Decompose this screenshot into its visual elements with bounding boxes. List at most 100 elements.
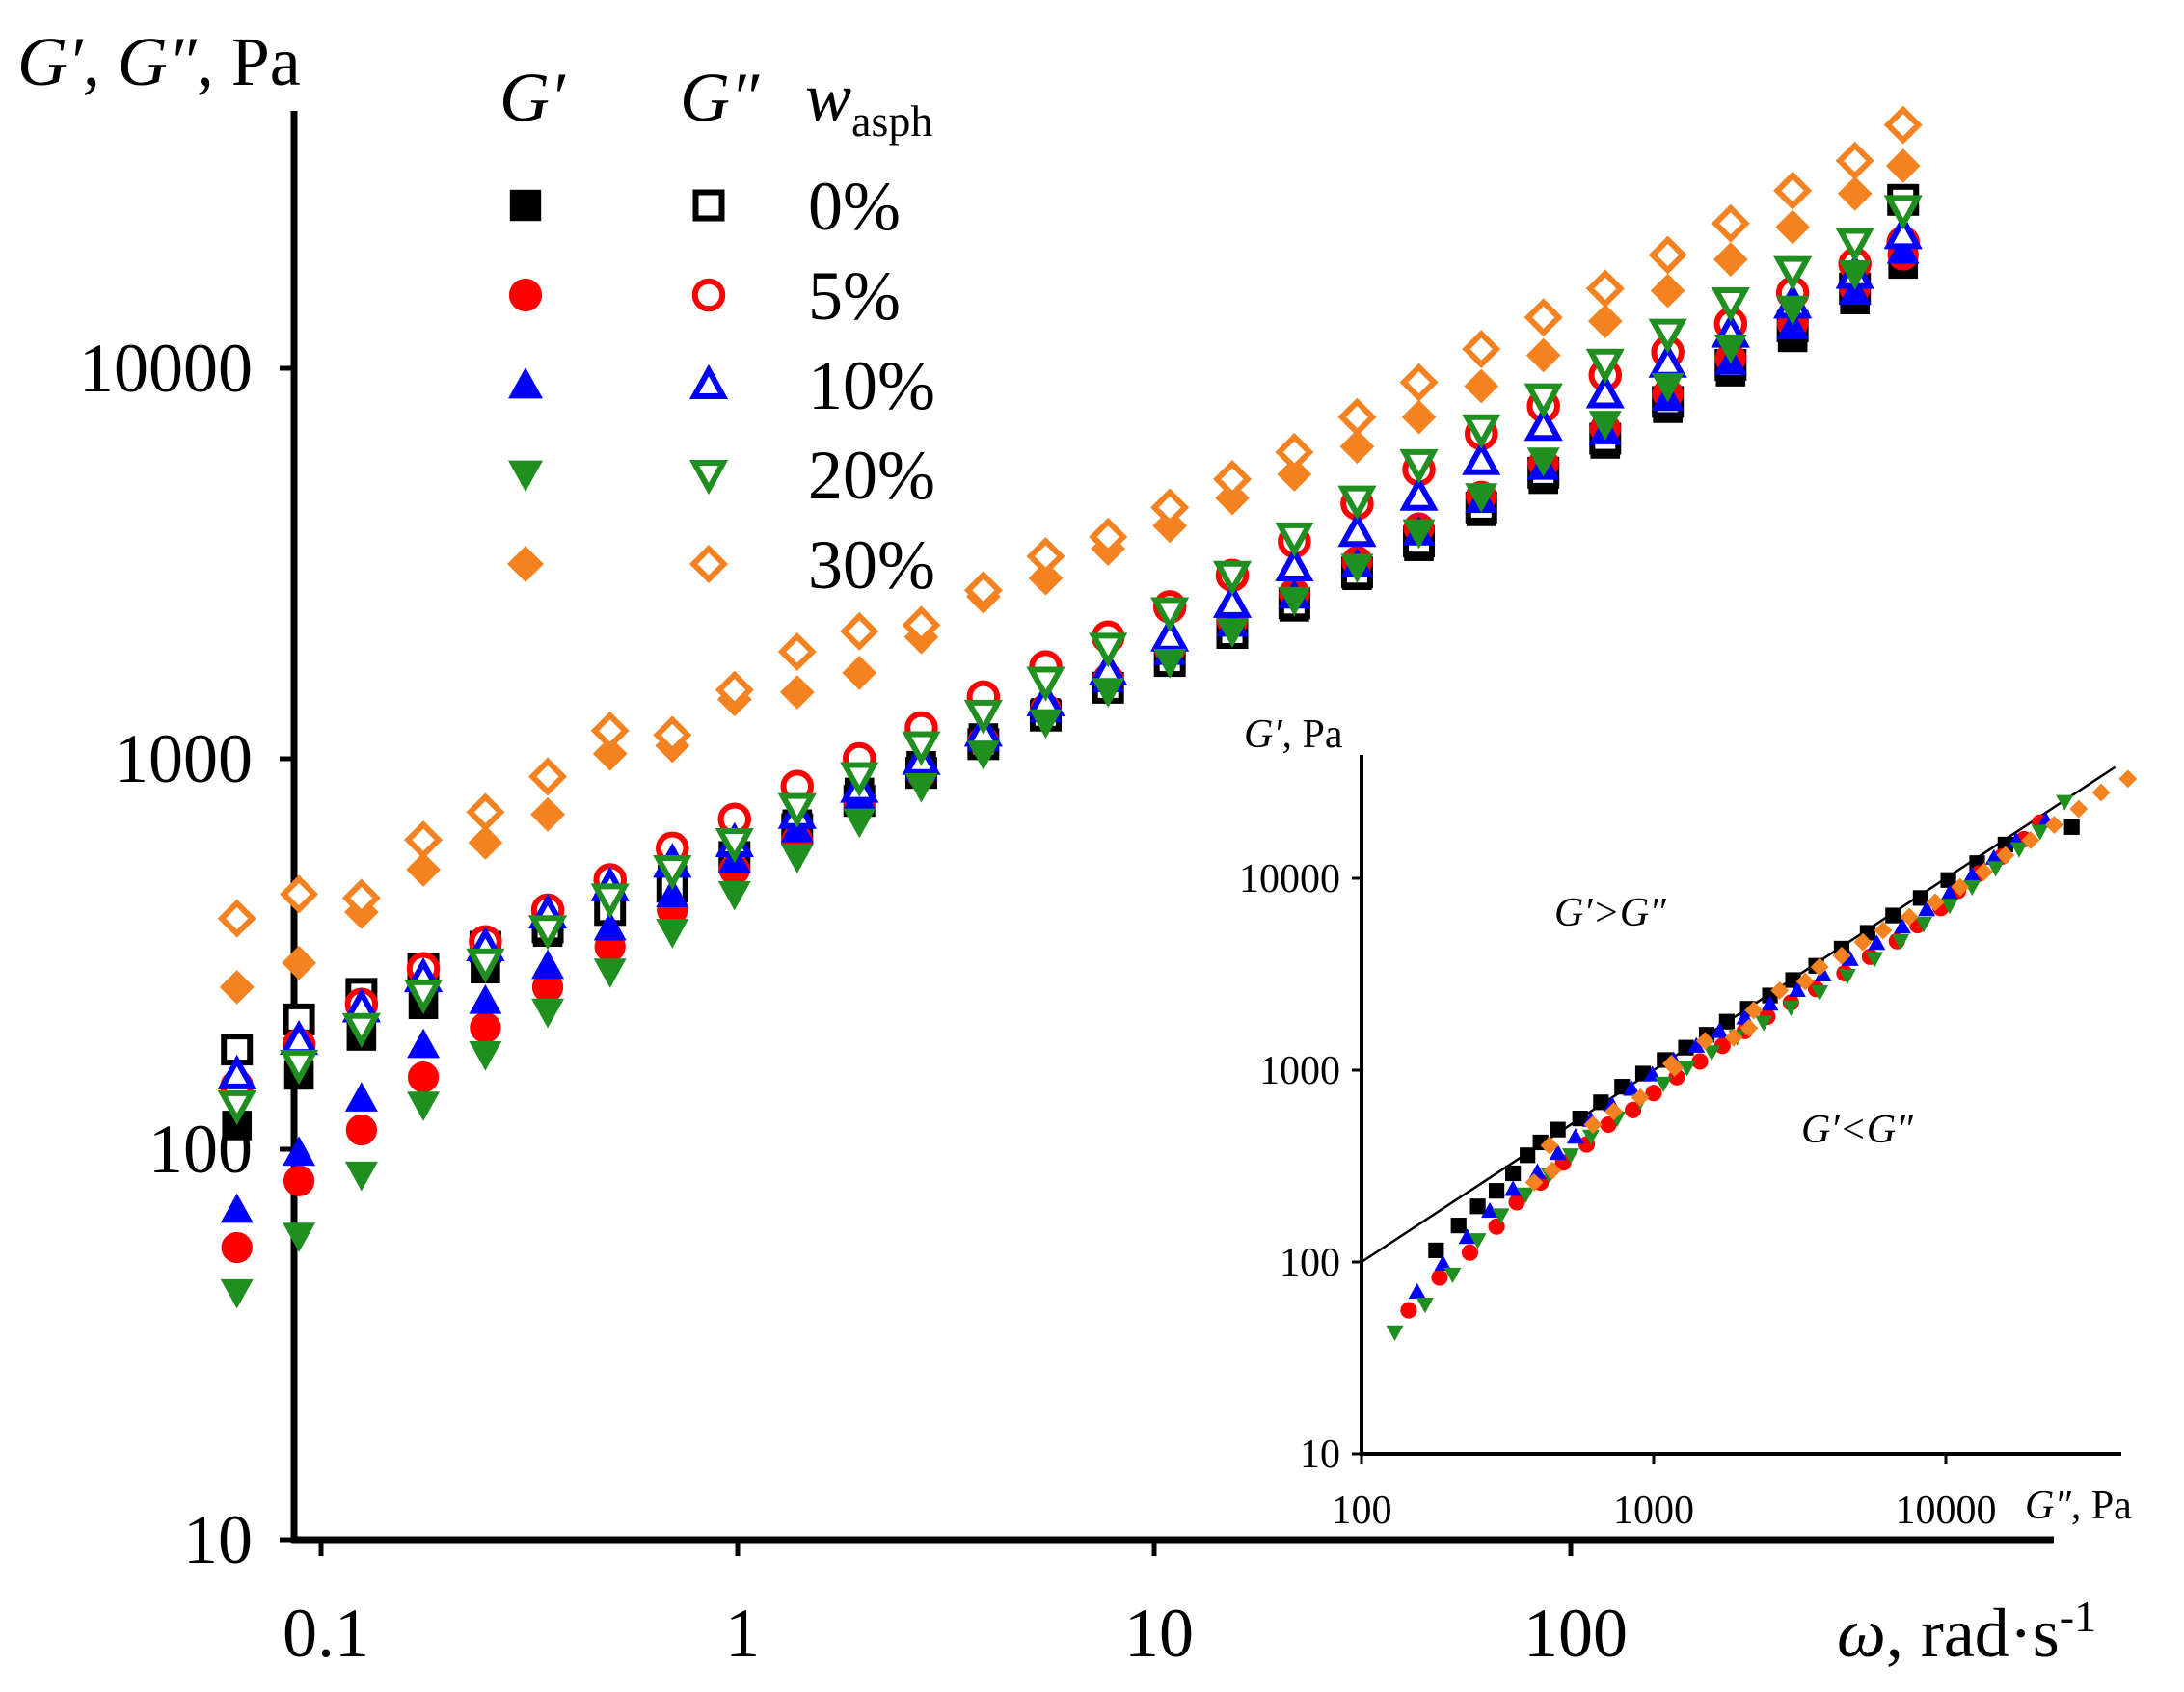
- point-gpp: [1337, 512, 1377, 548]
- inset-point: [1838, 969, 1856, 985]
- point-gpp: [715, 827, 754, 864]
- point-gpp: [1523, 298, 1563, 337]
- point-gpp: [1585, 348, 1625, 384]
- point-gp: [283, 1165, 315, 1196]
- inset-point: [1695, 1032, 1714, 1051]
- point-gpp: [1883, 105, 1923, 145]
- point-gpp: [653, 715, 692, 755]
- inset-point: [1810, 957, 1829, 977]
- point-gp: [1713, 334, 1747, 364]
- inset-point: [1814, 965, 1832, 982]
- inset-point: [1408, 1282, 1426, 1300]
- inset-point: [1434, 1254, 1452, 1271]
- inset-point: [1703, 1045, 1721, 1061]
- point-gpp: [1711, 203, 1750, 243]
- point-gpp: [1462, 330, 1501, 369]
- point-gpp: [840, 762, 879, 797]
- inset-point: [1540, 1136, 1559, 1155]
- legend-label: 30%: [808, 526, 935, 604]
- point-gpp: [1026, 537, 1065, 576]
- legend-marker-gp: [508, 460, 543, 492]
- inset-point: [1841, 950, 1859, 966]
- inset-point: [1583, 1115, 1603, 1134]
- point-gpp: [1462, 440, 1501, 475]
- point-gp: [220, 1278, 254, 1309]
- inset-point: [1940, 884, 1958, 900]
- point-gp: [1340, 553, 1374, 583]
- inset-point: [1550, 1121, 1566, 1138]
- point-gpp: [1523, 383, 1563, 418]
- inset-point: [1469, 1198, 1486, 1215]
- inset-point: [1885, 907, 1901, 924]
- point-gpp: [217, 1089, 256, 1126]
- point-gp: [842, 656, 877, 690]
- inset-point: [1795, 972, 1815, 991]
- point-gp: [1776, 295, 1810, 326]
- point-gp: [531, 971, 564, 1004]
- point-gpp: [341, 1012, 381, 1048]
- inset-point: [1975, 862, 1993, 881]
- inset-point: [1687, 1036, 1706, 1053]
- point-gpp: [1462, 414, 1501, 449]
- point-gp: [656, 877, 689, 908]
- point-gpp: [1711, 287, 1750, 323]
- point-gp: [407, 1091, 441, 1121]
- inset-point: [1517, 1187, 1535, 1203]
- legend: G′ G″ wasph 0% 5% 10% 20% 30%: [499, 59, 935, 604]
- point-gp: [1712, 242, 1748, 277]
- inset-point: [1625, 1101, 1642, 1118]
- main-chart: G′, G″, Pa 10 100 1000 10000 0.1 1 10 100 ω, r…: [17, 23, 2096, 1672]
- point-gpp: [1337, 397, 1377, 437]
- point-gpp: [902, 731, 941, 766]
- inset-point: [1604, 1102, 1624, 1121]
- inset-point: [1853, 932, 1873, 952]
- point-gp: [1402, 519, 1436, 550]
- inset-point: [1431, 1269, 1448, 1286]
- point-gp: [1650, 273, 1685, 309]
- inset-point: [1443, 1267, 1462, 1284]
- inset-point: [1645, 1085, 1662, 1102]
- point-gpp: [341, 878, 381, 918]
- point-gp: [344, 1082, 378, 1112]
- series-20pct: [217, 195, 1923, 1309]
- point-gpp: [590, 883, 630, 919]
- inset-point: [1718, 1013, 1735, 1030]
- inset-point: [1572, 1111, 1588, 1127]
- inset-point: [1549, 1143, 1567, 1161]
- point-gp: [1526, 447, 1560, 477]
- inset-region-lower: G′<G″: [1801, 1108, 1913, 1152]
- inset-point: [2009, 842, 2028, 858]
- point-gpp: [715, 670, 754, 710]
- inset-point: [1678, 1061, 1696, 1077]
- inset-point: [1631, 1088, 1650, 1107]
- point-gpp: [902, 605, 941, 645]
- legend-marker-gpp: [691, 278, 726, 312]
- point-gpp: [527, 915, 568, 951]
- inset-point: [1724, 1028, 1743, 1047]
- point-gp: [468, 825, 503, 860]
- point-gp: [469, 1040, 502, 1071]
- legend-header-gpp: G″: [680, 59, 760, 136]
- legend-marker-gp: [507, 546, 544, 582]
- inset-y-tick-label: 10000: [1239, 857, 1340, 901]
- point-gpp: [1883, 214, 1923, 250]
- point-gp: [1029, 709, 1063, 739]
- main-y-axis-label: G′, G″, Pa: [17, 23, 301, 100]
- point-gpp: [217, 899, 256, 938]
- inset-point: [1986, 861, 2005, 877]
- point-gp: [1525, 337, 1561, 373]
- inset-point: [1761, 995, 1779, 1011]
- legend-marker-gpp: [688, 460, 729, 496]
- point-gp: [407, 1028, 441, 1059]
- point-gp: [1153, 648, 1187, 679]
- legend-marker-gpp: [688, 363, 729, 399]
- point-gp: [780, 844, 814, 873]
- main-x-tick-label: 1: [725, 1595, 760, 1672]
- point-gp: [1886, 234, 1920, 264]
- point-gpp: [1399, 448, 1439, 485]
- inset-point: [1996, 846, 2015, 865]
- main-x-tick-label: 0.1: [283, 1595, 369, 1672]
- point-gp: [1837, 176, 1873, 211]
- legend-label: 0%: [808, 168, 901, 245]
- point-gp: [1277, 457, 1312, 492]
